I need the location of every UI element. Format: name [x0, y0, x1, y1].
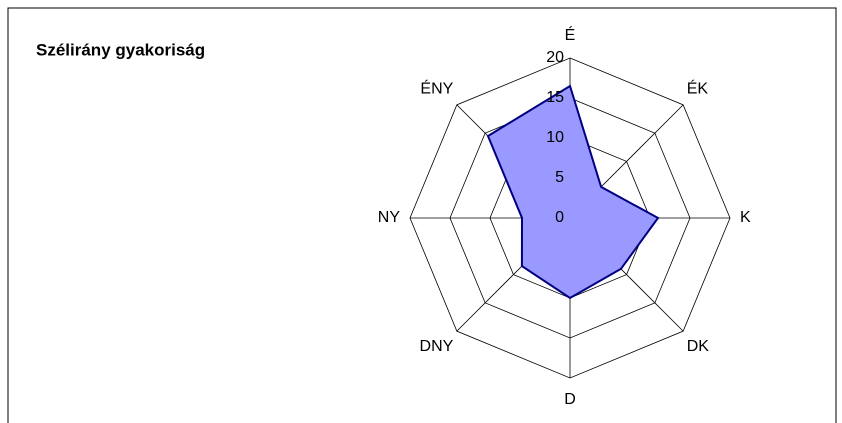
- category-label: NY: [378, 209, 401, 226]
- r-tick-label: 10: [546, 129, 564, 146]
- category-label: D: [564, 391, 576, 408]
- category-label: DK: [687, 338, 710, 355]
- category-label: DNY: [420, 338, 454, 355]
- category-label: ÉK: [687, 79, 709, 98]
- r-tick-label: 0: [555, 209, 564, 226]
- category-label: É: [565, 25, 576, 44]
- r-tick-label: 20: [546, 49, 564, 66]
- r-tick-label: 5: [555, 169, 564, 186]
- category-label: ÉNY: [420, 79, 453, 98]
- chart-title: Szélirány gyakoriság: [36, 40, 205, 59]
- chart-frame: [7, 7, 837, 423]
- category-label: K: [740, 209, 751, 226]
- r-tick-label: 15: [546, 89, 564, 106]
- radar-area: [486, 84, 660, 300]
